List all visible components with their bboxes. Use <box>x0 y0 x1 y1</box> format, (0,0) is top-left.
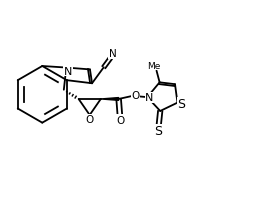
Text: S: S <box>154 125 162 138</box>
Text: O: O <box>86 115 94 125</box>
Text: O: O <box>117 115 125 125</box>
Text: S: S <box>177 98 185 111</box>
Text: O: O <box>132 91 140 101</box>
Text: Me: Me <box>147 62 161 71</box>
Polygon shape <box>101 98 119 101</box>
Text: N: N <box>145 93 154 103</box>
Text: N: N <box>64 66 72 76</box>
Text: N: N <box>108 49 116 59</box>
